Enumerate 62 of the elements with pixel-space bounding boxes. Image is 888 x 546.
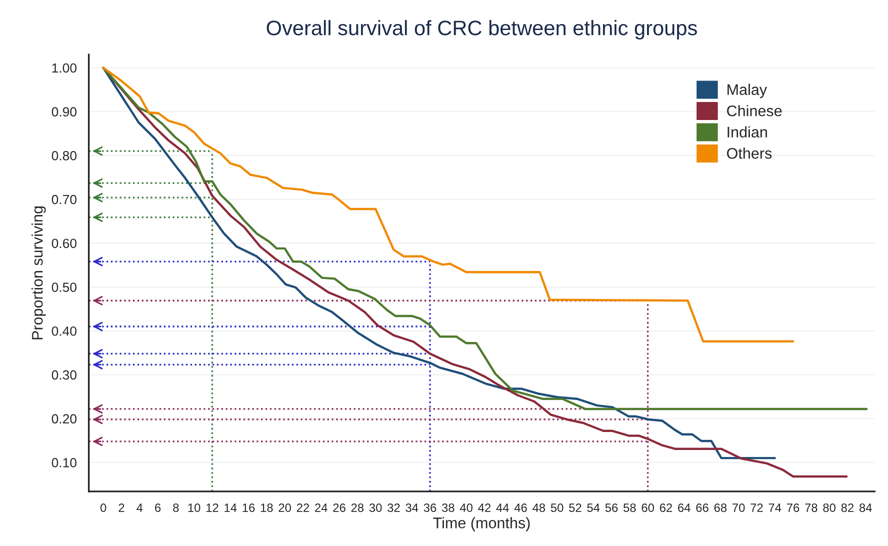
x-tick-label: 44 xyxy=(496,504,509,512)
y-tick-label: 0.30 xyxy=(52,370,76,380)
x-tick-label: 42 xyxy=(478,504,491,512)
x-tick-label: 84 xyxy=(859,504,872,512)
x-tick-label: 76 xyxy=(786,504,800,512)
x-tick-label: 20 xyxy=(278,504,291,512)
y-axis-title: Proportion surviving xyxy=(32,206,46,340)
x-tick-label: 14 xyxy=(224,504,237,512)
x-tick-label: 74 xyxy=(768,504,782,512)
x-tick-label: 16 xyxy=(242,504,255,512)
x-tick-label: 50 xyxy=(550,504,564,512)
x-tick-label: 38 xyxy=(442,504,454,512)
x-tick-label: 2 xyxy=(118,504,124,512)
x-tick-label: 4 xyxy=(136,504,143,512)
x-axis-title: Time (months) xyxy=(433,517,530,532)
line-series xyxy=(102,66,794,343)
legend-label: Malay xyxy=(728,84,768,98)
y-tick-label: 0.50 xyxy=(52,282,76,292)
y-tick-label: 0.70 xyxy=(52,194,76,204)
y-tick-label: 0.80 xyxy=(52,151,76,160)
y-tick-label: 0.10 xyxy=(52,458,76,468)
y-tick-label: 0.90 xyxy=(52,107,76,117)
legend-label: Chinese xyxy=(727,105,782,116)
y-tick-label: 0.40 xyxy=(52,326,76,336)
y-tick-label: 0.60 xyxy=(52,238,76,248)
x-tick-label: 8 xyxy=(173,504,179,512)
x-tick-label: 28 xyxy=(351,504,364,512)
x-tick-label: 24 xyxy=(315,504,328,512)
y-tick-label: 1.00 xyxy=(52,63,76,73)
x-tick-label: 0 xyxy=(100,504,106,512)
x-tick-label: 66 xyxy=(696,504,708,512)
chart-title: Overall survival of CRC between ethnic groups xyxy=(266,20,697,40)
x-tick-label: 70 xyxy=(732,504,745,512)
x-tick-label: 72 xyxy=(750,504,763,512)
x-tick-label: 52 xyxy=(569,504,582,512)
x-tick-label: 6 xyxy=(155,504,161,512)
x-tick-label: 10 xyxy=(188,504,200,512)
x-tick-label: 80 xyxy=(823,504,836,512)
x-tick-label: 78 xyxy=(805,504,818,512)
x-tick-label: 34 xyxy=(406,504,418,512)
x-tick-label: 22 xyxy=(296,504,310,512)
x-tick-label: 12 xyxy=(206,504,218,512)
x-tick-label: 48 xyxy=(532,504,546,512)
y-tick-label: 0.20 xyxy=(52,414,76,424)
x-tick-label: 18 xyxy=(260,504,273,512)
x-tick-label: 54 xyxy=(587,504,600,512)
x-tick-label: 56 xyxy=(605,504,618,512)
legend-label: Others xyxy=(727,148,772,159)
x-tick-label: 62 xyxy=(660,504,672,512)
x-tick-label: 64 xyxy=(678,504,690,512)
x-tick-label: 58 xyxy=(623,504,636,512)
x-tick-label: 36 xyxy=(424,504,436,512)
x-tick-label: 40 xyxy=(460,504,472,512)
x-tick-label: 46 xyxy=(514,504,527,512)
x-tick-label: 26 xyxy=(333,504,346,512)
x-tick-label: 82 xyxy=(841,504,854,512)
x-tick-label: 68 xyxy=(714,504,727,512)
line-series xyxy=(102,66,868,410)
x-tick-label: 30 xyxy=(369,504,382,512)
legend-label: Indian xyxy=(728,126,767,138)
x-tick-label: 32 xyxy=(388,504,400,512)
x-tick-label: 60 xyxy=(642,504,654,512)
